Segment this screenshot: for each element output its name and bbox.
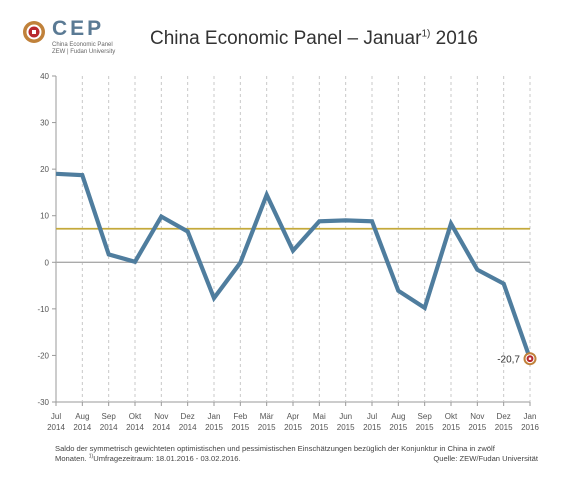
footnote: Saldo der symmetrisch gewichteten optimi…	[55, 444, 545, 464]
x-tick-label-year: 2015	[442, 423, 460, 432]
x-tick-label-year: 2015	[337, 423, 355, 432]
y-tick-label: 10	[40, 212, 49, 221]
title-year: 2016	[430, 28, 478, 49]
x-tick-label-year: 2014	[100, 423, 118, 432]
x-tick-label-month: Dez	[497, 412, 511, 421]
chart-title: China Economic Panel – Januar1) 2016	[150, 28, 478, 50]
x-tick-label-year: 2015	[416, 423, 434, 432]
y-tick-label: -20	[37, 351, 49, 360]
x-tick-label-month: Jul	[51, 412, 61, 421]
highlight-data-label: -20,7	[497, 355, 520, 366]
y-tick-label: 20	[40, 165, 49, 174]
title-main: China Economic Panel – Januar	[150, 28, 422, 49]
x-tick-label-year: 2014	[126, 423, 144, 432]
x-tick-label-month: Jul	[367, 412, 377, 421]
x-tick-label-year: 2015	[468, 423, 486, 432]
footnote-superscript: 1)	[88, 453, 94, 460]
x-tick-label-year: 2015	[310, 423, 328, 432]
footnote-line-1: Saldo der symmetrisch gewichteten optimi…	[55, 444, 495, 453]
x-tick-label-year: 2015	[231, 423, 249, 432]
x-tick-label-month: Sep	[102, 412, 117, 421]
x-tick-label-year: 2016	[521, 423, 539, 432]
series-line	[55, 171, 532, 360]
y-tick-label: 0	[45, 258, 50, 267]
footnote-prefix: Monaten.	[55, 454, 89, 463]
x-tick-label-month: Jan	[524, 412, 537, 421]
x-tick-label-year: 2015	[495, 423, 513, 432]
x-tick-label-month: Jun	[339, 412, 352, 421]
source-note: Quelle: ZEW/Fudan Universität	[433, 454, 538, 463]
x-tick-label-month: Okt	[129, 412, 142, 421]
title-superscript: 1)	[421, 28, 431, 40]
x-tick-label-year: 2015	[363, 423, 381, 432]
x-tick-label-month: Mai	[313, 412, 326, 421]
highlight-marker-square	[528, 357, 532, 360]
x-tick-label-month: Nov	[154, 412, 168, 421]
y-tick-label: 30	[40, 119, 49, 128]
x-tick-label-year: 2015	[284, 423, 302, 432]
x-tick-label-year: 2014	[47, 423, 65, 432]
x-tick-label-year: 2014	[179, 423, 197, 432]
footnote-line-2: Monaten. 1)Umfragezeitraum: 18.01.2016 -…	[55, 454, 545, 464]
x-tick-label-month: Feb	[233, 412, 247, 421]
cep-logo: CEP China Economic Panel ZEW | Fudan Uni…	[22, 17, 132, 60]
logo-name: CEP	[52, 17, 105, 40]
x-tick-label-month: Aug	[75, 412, 89, 421]
x-tick-label-month: Apr	[287, 412, 300, 421]
x-tick-label-month: Nov	[470, 412, 484, 421]
logo-subtitle-1: China Economic Panel	[52, 42, 113, 48]
footnote-survey-period: Umfragezeitraum: 18.01.2016 - 03.02.2016…	[93, 454, 241, 463]
x-tick-label-month: Jan	[208, 412, 221, 421]
logo-seal-icon	[23, 21, 45, 43]
y-tick-label: 40	[40, 72, 49, 81]
y-tick-label: -10	[37, 305, 49, 314]
x-tick-label-month: Okt	[445, 412, 458, 421]
x-tick-label-year: 2015	[258, 423, 276, 432]
x-tick-label-month: Dez	[181, 412, 195, 421]
y-tick-label: -30	[37, 398, 49, 407]
x-tick-label-month: Mär	[260, 412, 274, 421]
x-tick-label-month: Aug	[391, 412, 405, 421]
x-tick-label-year: 2014	[152, 423, 170, 432]
logo-subtitle-2: ZEW | Fudan University	[52, 49, 116, 55]
x-tick-label-year: 2015	[389, 423, 407, 432]
x-tick-label-year: 2015	[205, 423, 223, 432]
x-tick-label-month: Sep	[418, 412, 433, 421]
x-tick-label-year: 2014	[73, 423, 91, 432]
